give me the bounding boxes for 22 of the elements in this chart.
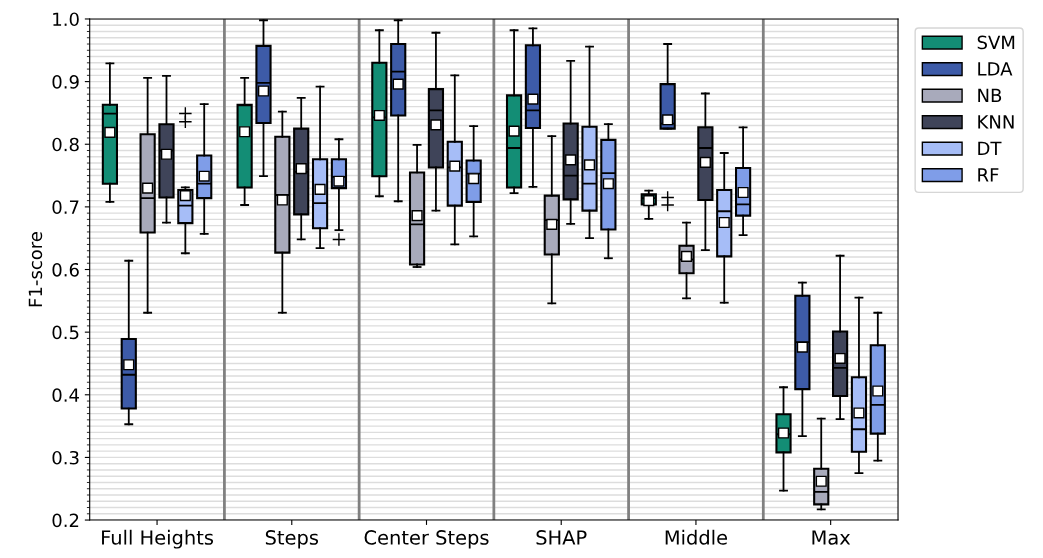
legend-label: KNN [978,115,1014,129]
y-axis-title: F1-score [28,232,43,307]
legend-label: DT [978,141,1002,155]
y-tick-label: 0.3 [52,450,79,465]
legend-label: RF [978,168,999,182]
legend-label: SVM [977,35,1015,50]
y-tick-label: 0.7 [52,200,79,214]
x-tick-label: Full Heights [102,529,214,549]
y-tick-label: 0.2 [52,513,79,528]
y-tick-label: 0.9 [52,75,79,89]
y-tick-label: 0.4 [52,388,79,402]
x-tick-label: Steps [265,530,319,549]
y-tick-label: 0.6 [52,262,79,277]
y-tick-label: 1.0 [53,12,79,27]
y-tick-label: 0.8 [52,137,79,152]
legend-label: LDA [978,62,1013,76]
legend-label: NB [978,88,1002,102]
x-tick-label: Middle [665,529,728,545]
x-tick-label: Max [812,530,851,545]
x-tick-label: SHAP [536,530,587,545]
x-tick-label: Center Steps [364,530,489,549]
y-tick-label: 0.5 [52,325,79,340]
